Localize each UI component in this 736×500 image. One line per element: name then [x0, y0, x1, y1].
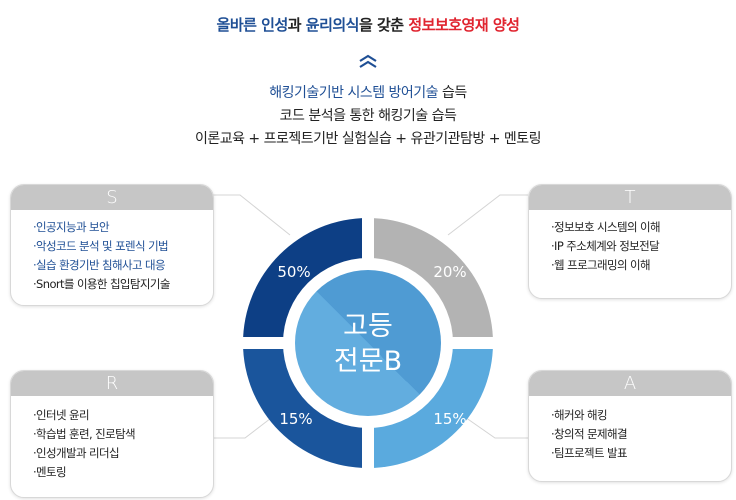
goal-part: 과: [287, 16, 306, 34]
center-circle: [295, 270, 441, 416]
method-line-2: 코드 분석을 통한 해킹기술 습득: [279, 108, 457, 124]
connector-t: [447, 194, 528, 236]
goal-part: 을 갖춘: [358, 16, 409, 34]
connector-lines: [212, 194, 528, 439]
list-item: ·정보보호 시스템의 이해: [551, 220, 661, 234]
list-item: ·Snort를 이용한 칩입탐지기술: [33, 277, 170, 291]
box-a: A ·해커와 해킹 ·창의적 문제해결 ·팀프로젝트 발표: [528, 370, 732, 482]
goal-title: 올바른 인성과 윤리의식을 갖춘 정보보호영재 양성: [0, 14, 736, 35]
percent-a: 15%: [433, 410, 466, 428]
method-rest: 습득: [438, 85, 467, 101]
box-s-title: S: [11, 185, 213, 210]
center-line-2: 전문B: [334, 346, 402, 377]
list-item: ·인성개발과 리더십: [33, 446, 120, 460]
connector-r: [212, 414, 276, 439]
list-item: ·학습법 훈련, 진로탐색: [33, 427, 136, 441]
list-item: ·악성코드 분석 및 포렌식 기법: [33, 239, 169, 253]
list-item: ·팀프로젝트 발표: [551, 446, 628, 460]
list-item: ·IP 주소체계와 정보전달: [551, 239, 660, 253]
percent-t: 20%: [433, 263, 466, 281]
box-t: T ·정보보호 시스템의 이해 ·IP 주소체계와 정보전달 ·웹 프로그래밍의…: [528, 184, 732, 299]
method-line-1: 해킹기술기반 시스템 방어기술 습득: [0, 82, 736, 102]
method-highlight: 해킹기술기반 시스템 방어기술: [269, 85, 439, 101]
goal-part: 윤리의식: [305, 16, 360, 34]
box-r-title: R: [11, 371, 213, 396]
box-t-title: T: [529, 185, 731, 210]
goal-part: 올바른 인성: [216, 16, 289, 34]
list-item: ·창의적 문제해결: [551, 427, 628, 441]
connector-a: [461, 414, 528, 439]
box-a-title: A: [529, 371, 731, 396]
box-s: S ·인공지능과 보안 ·악성코드 분석 및 포렌식 기법 ·실습 환경기반 침…: [10, 184, 214, 306]
center-line-1: 고등: [343, 311, 393, 342]
list-item: ·인공지능과 보안: [33, 220, 110, 234]
percent-s: 50%: [277, 263, 310, 281]
list-item: ·멘토링: [33, 465, 67, 479]
box-r: R ·인터넷 윤리 ·학습법 훈련, 진로탐색 ·인성개발과 리더십 ·멘토링: [10, 370, 214, 498]
connector-s: [212, 194, 291, 236]
percent-r: 15%: [279, 410, 312, 428]
goal-part: 정보보호영재 양성: [408, 16, 520, 34]
list-item: ·웹 프로그래밍의 이해: [551, 258, 651, 272]
method-line-3: 이론교육 + 프로젝트기반 실험실습 + 유관기관탐방 + 멘토링: [194, 131, 542, 147]
double-chevron-up-icon: [359, 54, 377, 68]
list-item: ·실습 환경기반 침해사고 대응: [33, 258, 166, 272]
list-item: ·인터넷 윤리: [33, 408, 90, 422]
list-item: ·해커와 해킹: [551, 408, 608, 422]
